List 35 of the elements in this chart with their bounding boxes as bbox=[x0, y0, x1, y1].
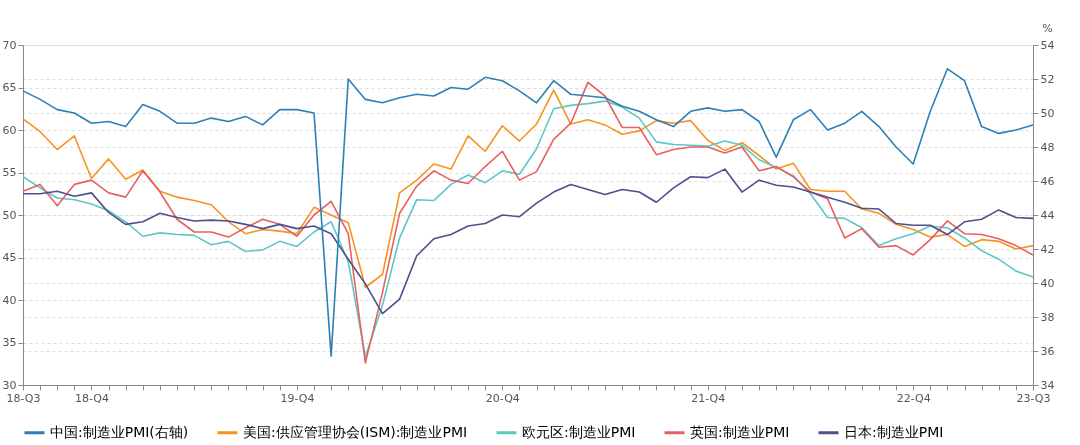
y2-tick-label: 52 bbox=[1040, 72, 1055, 86]
y-tick-label: 55 bbox=[2, 166, 17, 179]
y-tick-label: 70 bbox=[2, 38, 17, 52]
line-series bbox=[22, 89, 1034, 289]
y2-tick-label: 46 bbox=[1040, 174, 1055, 188]
legend-label: 中国:制造业PMI(右轴) bbox=[50, 423, 189, 440]
x-tick-label: 22-Q4 bbox=[896, 391, 931, 405]
legend-label: 欧元区:制造业PMI bbox=[522, 423, 636, 440]
y-tick-label: 40 bbox=[2, 293, 17, 307]
x-tick-label: 18-Q3 bbox=[6, 391, 41, 405]
y2-tick-label: 36 bbox=[1040, 344, 1055, 358]
y2-tick-label: 54 bbox=[1040, 38, 1055, 52]
y2-tick-label: 50 bbox=[1040, 106, 1055, 120]
x-tick-label: 18-Q4 bbox=[74, 391, 109, 405]
x-tick-label: 21-Q4 bbox=[691, 391, 726, 405]
y2-tick-label: 34 bbox=[1040, 378, 1055, 392]
y2-tick-label: 48 bbox=[1040, 140, 1055, 154]
x-tick-label: 23-Q3 bbox=[1016, 391, 1051, 405]
y-tick-label: 45 bbox=[2, 251, 17, 264]
y2-tick-label: 42 bbox=[1040, 242, 1055, 256]
x-tick-label: 19-Q4 bbox=[280, 391, 315, 405]
x-tick-label: 20-Q4 bbox=[485, 391, 520, 405]
legend-label: 英国:制造业PMI bbox=[690, 423, 790, 440]
y-tick-label: 35 bbox=[2, 336, 17, 349]
y2-tick-label: 44 bbox=[1040, 208, 1055, 222]
line-series bbox=[22, 168, 1034, 315]
legend-label: 日本:制造业PMI bbox=[844, 423, 944, 440]
y2-tick-label: 38 bbox=[1040, 310, 1055, 324]
y2-axis-title: % bbox=[1042, 21, 1053, 35]
y-tick-label: 30 bbox=[2, 378, 17, 392]
legend-label: 美国:供应管理协会(ISM):制造业PMI bbox=[243, 423, 468, 440]
y-tick-label: 65 bbox=[2, 81, 17, 94]
y2-tick-label: 40 bbox=[1040, 276, 1055, 290]
y-tick-label: 60 bbox=[2, 123, 17, 137]
y-tick-label: 50 bbox=[2, 208, 17, 222]
